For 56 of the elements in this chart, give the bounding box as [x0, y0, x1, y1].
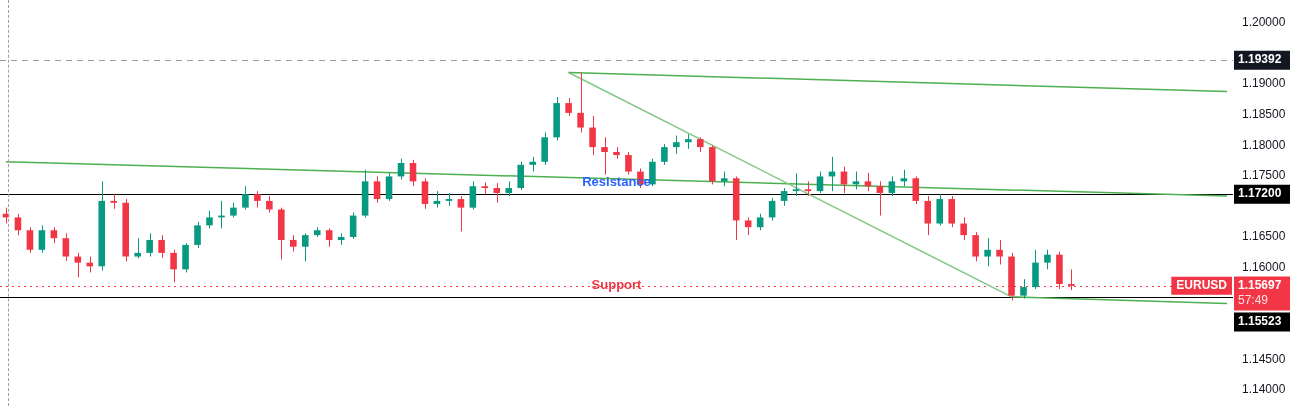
y-tick-label: 1.18500	[1242, 107, 1286, 122]
candlestick	[74, 252, 82, 278]
candlestick	[62, 232, 70, 262]
candlestick	[421, 177, 429, 210]
candlestick	[517, 161, 525, 191]
ref-line-label: 1.17200	[1238, 186, 1282, 201]
y-tick-label: 1.16000	[1242, 259, 1286, 274]
candlestick	[577, 72, 584, 133]
y-tick-label: 1.20000	[1242, 15, 1286, 30]
candlestick	[301, 232, 309, 262]
candlestick	[984, 237, 991, 267]
y-tick-label: 1.16500	[1242, 229, 1286, 244]
candlestick	[625, 151, 632, 176]
y-tick-label: 1.17500	[1242, 168, 1286, 183]
ref-line-label: 1.19392	[1238, 52, 1282, 67]
candlestick	[589, 115, 596, 156]
candlestick	[14, 213, 22, 236]
candlestick	[1044, 249, 1051, 270]
candlestick	[661, 143, 668, 166]
candlestick	[912, 175, 920, 205]
candlestick	[876, 180, 884, 217]
ref-line-label: 1.15697	[1238, 278, 1282, 293]
candlestick	[38, 224, 46, 254]
candlestick	[242, 185, 249, 210]
candlestick	[158, 234, 165, 259]
candlestick	[170, 249, 177, 283]
y-tick-label: 1.19000	[1242, 76, 1286, 91]
ref-line-label: 1.15523	[1238, 314, 1282, 329]
candlestick	[996, 239, 1003, 265]
candlestick	[649, 158, 656, 187]
candlestick	[146, 232, 153, 258]
candlestick	[864, 172, 872, 192]
candlestick	[457, 195, 465, 232]
y-tick-label: 1.14500	[1242, 351, 1286, 366]
candlestick	[493, 182, 501, 204]
candlestick	[960, 216, 967, 241]
candlestick	[26, 226, 34, 254]
candlestick	[601, 136, 608, 176]
candlestick	[469, 180, 477, 210]
candlestick	[816, 171, 824, 194]
candlestick	[134, 237, 141, 259]
candlestick	[1020, 278, 1027, 300]
annotation: EURUSD	[1176, 278, 1228, 293]
y-tick-label: 1.14000	[1242, 382, 1286, 397]
candlestick	[673, 134, 680, 155]
y-tick-label: 1.18000	[1242, 137, 1286, 152]
candlestick	[888, 175, 896, 197]
candlestick	[194, 221, 201, 249]
candlestick	[972, 231, 979, 262]
candlestick	[325, 227, 333, 248]
annotation: Support	[591, 277, 643, 293]
text: 57:49	[1238, 293, 1269, 308]
candlestick	[385, 172, 393, 202]
candlestick	[924, 195, 932, 236]
candlestick	[373, 175, 381, 204]
candlestick	[792, 172, 800, 197]
